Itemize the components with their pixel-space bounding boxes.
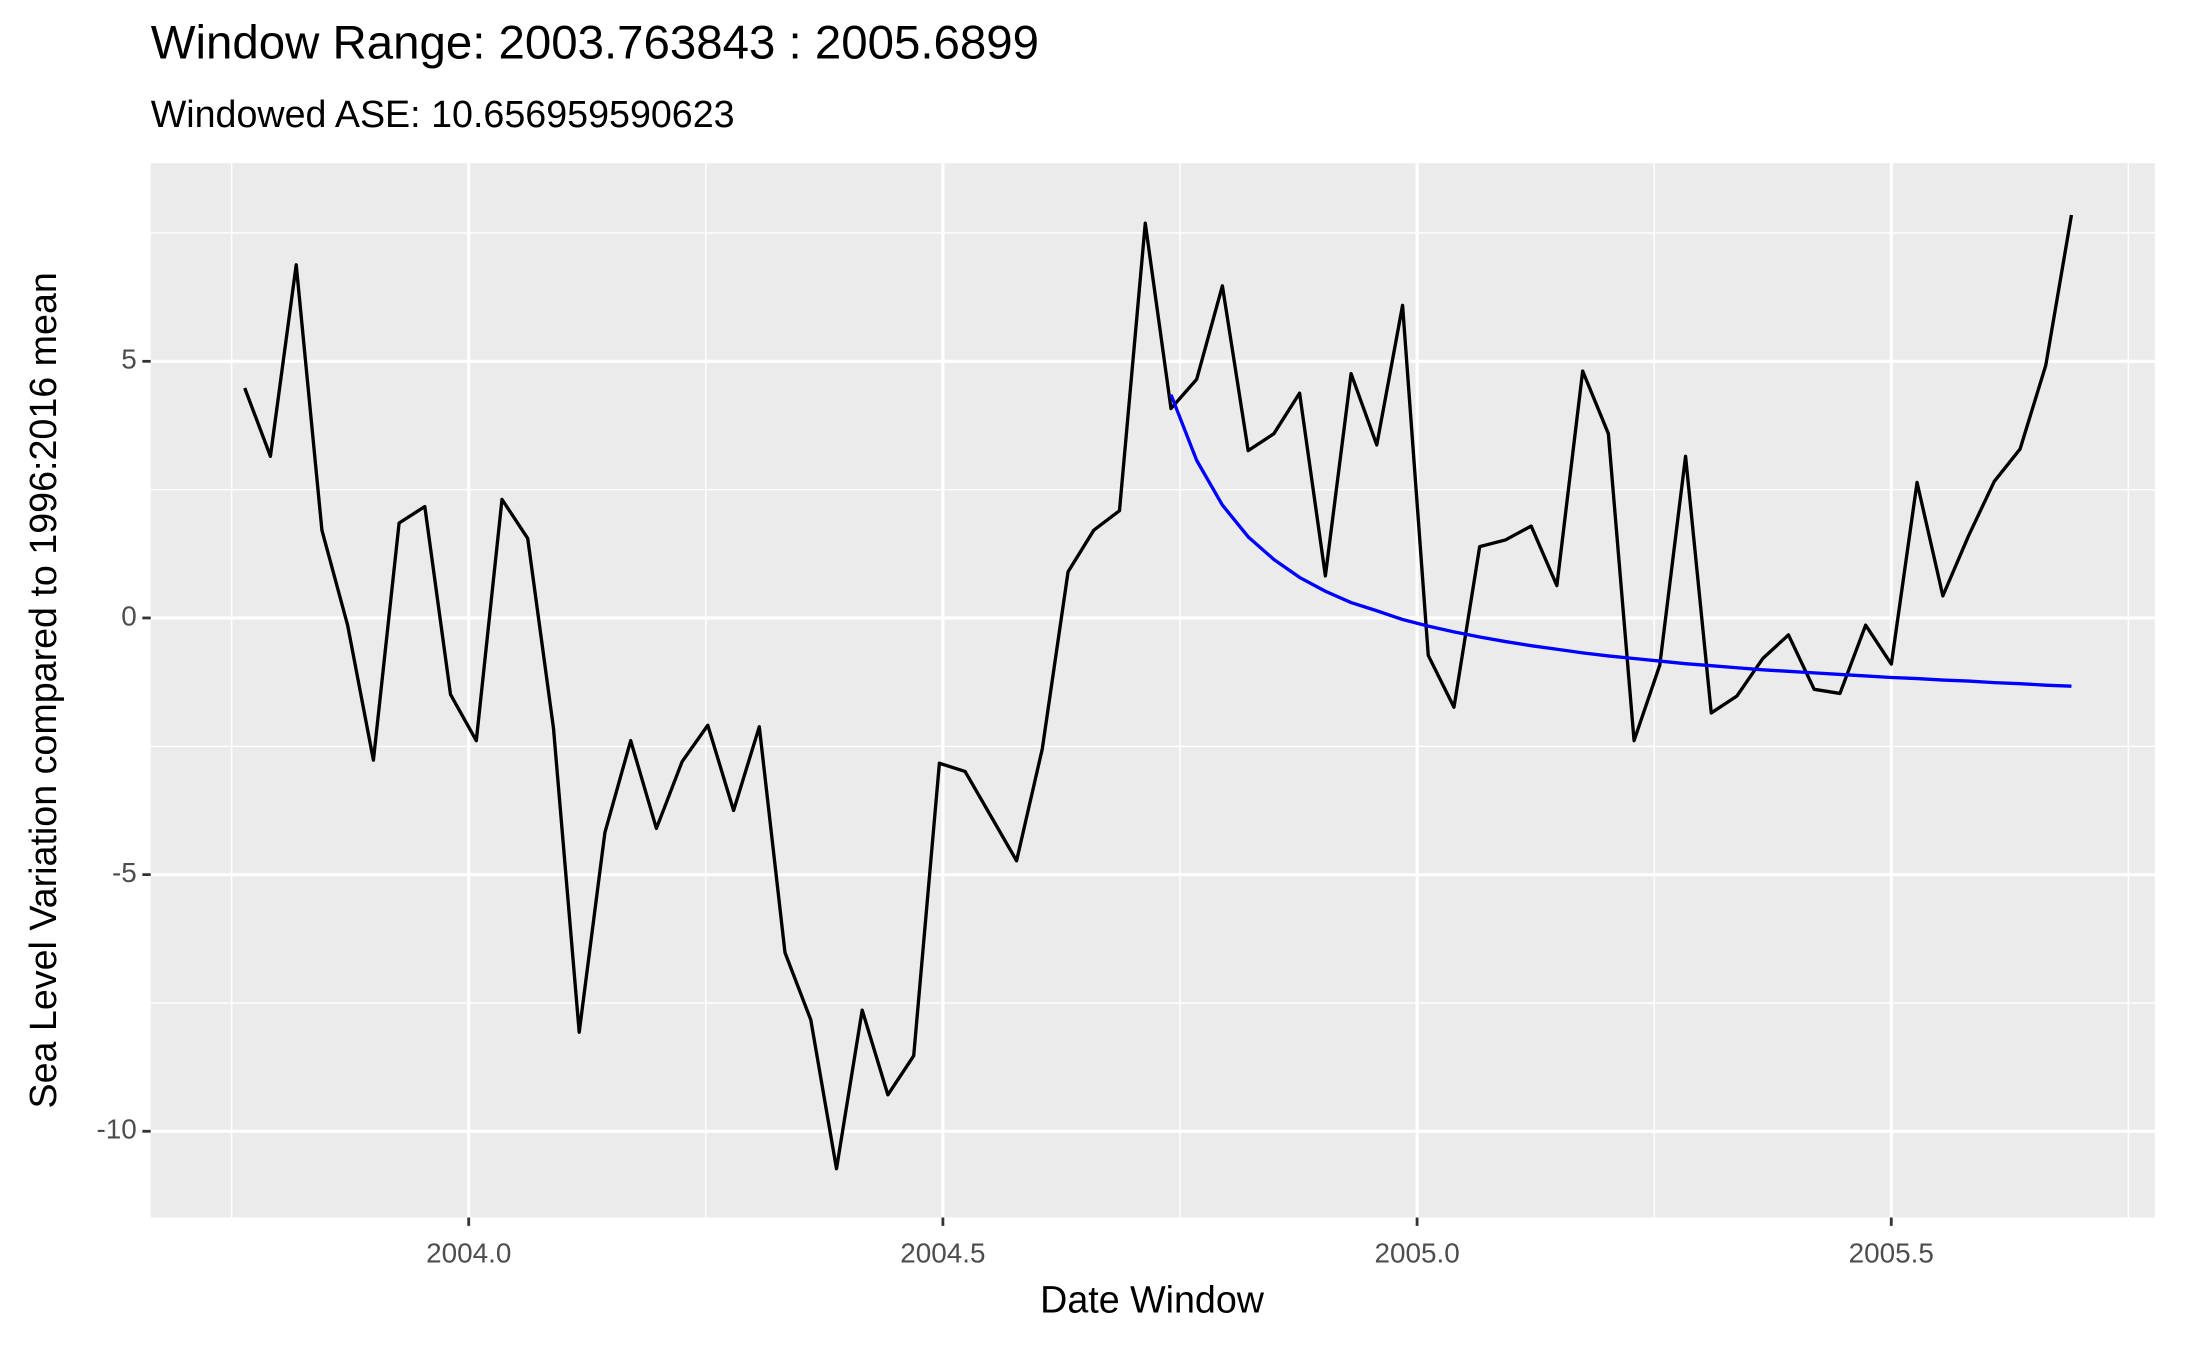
chart-title: Window Range: 2003.763843 : 2005.6899 [151, 17, 1039, 70]
x-tick-label: 2005.0 [1374, 1238, 1459, 1269]
x-axis-title: Date Window [1040, 1279, 1265, 1321]
series-line [243, 214, 2074, 1171]
y-tick-label: 0 [121, 600, 137, 631]
x-tick-label: 2004.5 [900, 1238, 985, 1269]
series-line [1169, 394, 2072, 688]
y-axis-title: Sea Level Variation compared to 1996:201… [22, 272, 64, 1108]
chart-subtitle: Windowed ASE: 10.656959590623 [151, 93, 735, 135]
y-tick-label: -5 [112, 857, 137, 888]
y-tick-label: -10 [96, 1114, 136, 1145]
x-tick-label: 2004.0 [426, 1238, 511, 1269]
y-tick-label: 5 [121, 344, 137, 375]
x-tick-label: 2005.5 [1849, 1238, 1934, 1269]
